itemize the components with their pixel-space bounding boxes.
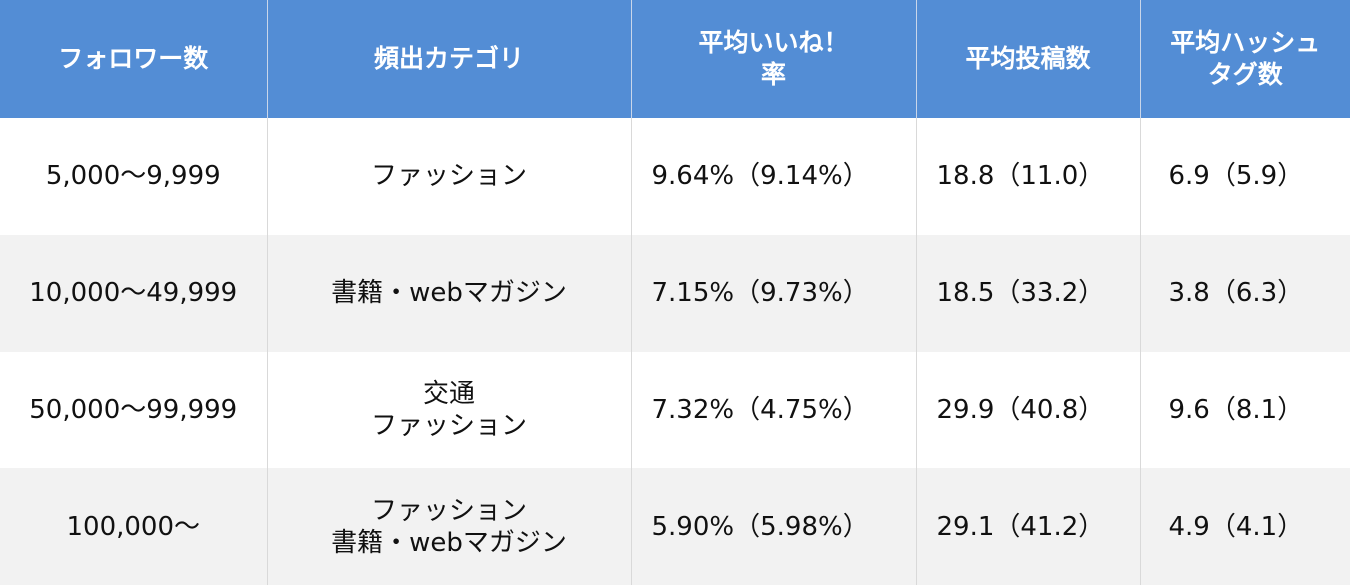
cell-posts: 29.1（41.2） xyxy=(915,468,1140,585)
cell-like-rate: 7.15%（9.73%） xyxy=(630,234,916,352)
cell-followers: 10,000～49,999 xyxy=(0,234,267,352)
cell-hashtags: 4.9（4.1） xyxy=(1139,468,1350,585)
table-row: 5,000～9,999 ファッション 9.64%（9.14%） 18.8（11.… xyxy=(0,118,1350,235)
cell-followers: 50,000～99,999 xyxy=(0,351,267,469)
cell-category: 交通 ファッション xyxy=(266,351,631,469)
cell-posts: 29.9（40.8） xyxy=(915,351,1140,469)
cell-posts: 18.8（11.0） xyxy=(915,118,1140,235)
table-row: 50,000～99,999 交通 ファッション 7.32%（4.75%） 29.… xyxy=(0,351,1350,469)
header-followers: フォロワー数 xyxy=(0,0,267,118)
cell-posts: 18.5（33.2） xyxy=(915,234,1140,352)
cell-like-rate: 5.90%（5.98%） xyxy=(630,468,916,585)
cell-hashtags: 3.8（6.3） xyxy=(1139,234,1350,352)
table-row: 100,000～ ファッション 書籍・webマガジン 5.90%（5.98%） … xyxy=(0,468,1350,585)
cell-like-rate: 9.64%（9.14%） xyxy=(630,118,916,235)
header-posts: 平均投稿数 xyxy=(915,0,1140,118)
table-row: 10,000～49,999 書籍・webマガジン 7.15%（9.73%） 18… xyxy=(0,234,1350,352)
header-hashtags: 平均ハッシュ タグ数 xyxy=(1139,0,1350,118)
cell-category: ファッション xyxy=(266,118,631,235)
cell-followers: 5,000～9,999 xyxy=(0,118,267,235)
cell-category: ファッション 書籍・webマガジン xyxy=(266,468,631,585)
cell-hashtags: 6.9（5.9） xyxy=(1139,118,1350,235)
cell-like-rate: 7.32%（4.75%） xyxy=(630,351,916,469)
cell-followers: 100,000～ xyxy=(0,468,267,585)
header-like-rate: 平均いいね！ 率 xyxy=(630,0,916,118)
cell-hashtags: 9.6（8.1） xyxy=(1139,351,1350,469)
header-row: フォロワー数 頻出カテゴリ 平均いいね！ 率 平均投稿数 平均ハッシュ タグ数 xyxy=(0,0,1350,118)
header-category: 頻出カテゴリ xyxy=(266,0,631,118)
cell-category: 書籍・webマガジン xyxy=(266,234,631,352)
